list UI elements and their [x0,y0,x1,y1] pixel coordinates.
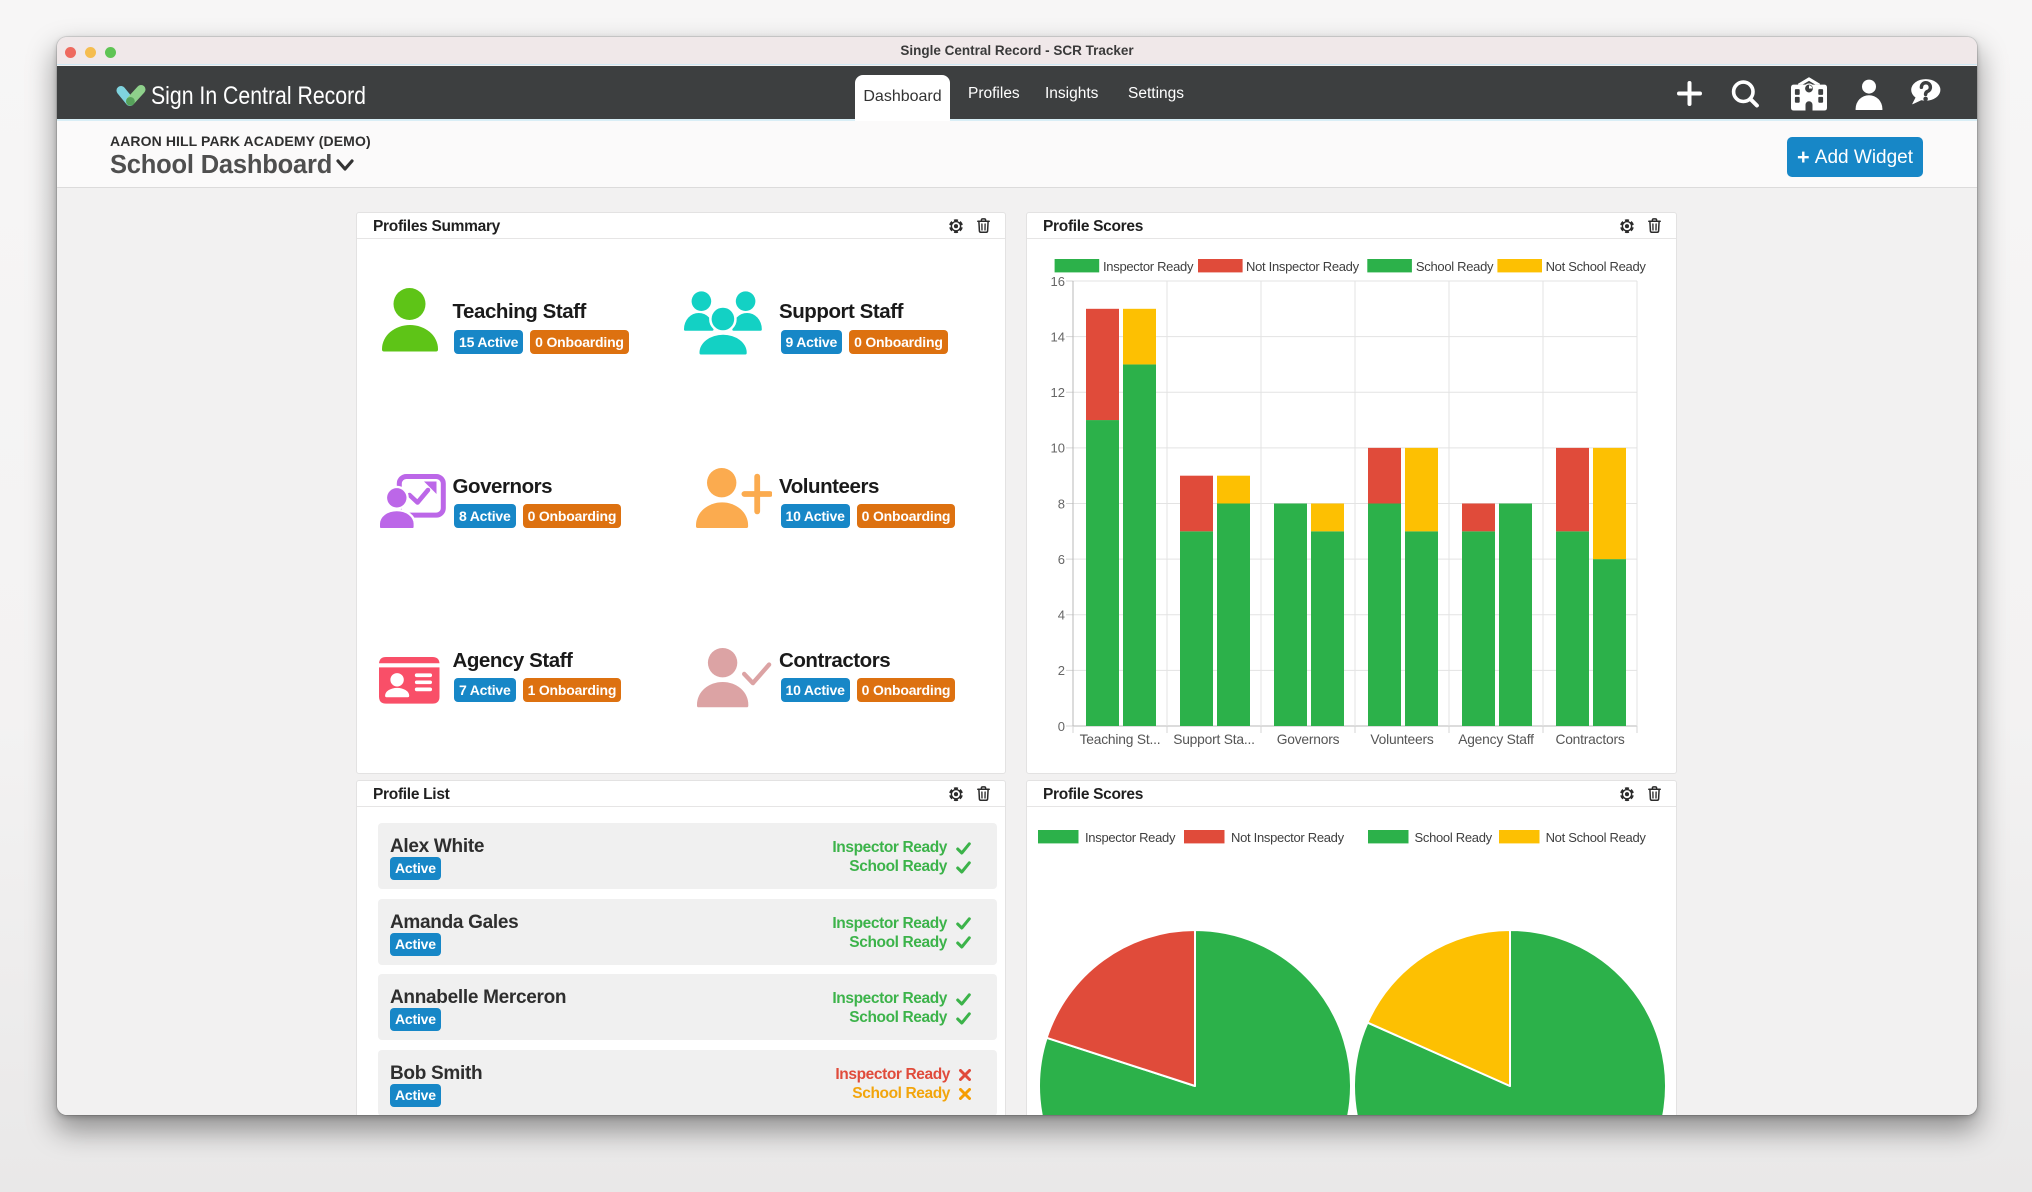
svg-text:Not School Ready: Not School Ready [1546,830,1647,845]
svg-text:10: 10 [1051,441,1065,456]
svg-text:Inspector Ready: Inspector Ready [1085,830,1176,845]
svg-text:Not Inspector Ready: Not Inspector Ready [1231,830,1345,845]
svg-text:0: 0 [1058,719,1065,734]
svg-text:Not Inspector Ready: Not Inspector Ready [1246,259,1360,274]
svg-text:Contractors: Contractors [1555,732,1624,747]
svg-text:Inspector Ready: Inspector Ready [1103,259,1194,274]
svg-text:16: 16 [1051,274,1065,289]
svg-text:Support Sta...: Support Sta... [1173,732,1255,747]
svg-text:School Ready: School Ready [1415,830,1493,845]
svg-text:Not School Ready: Not School Ready [1546,259,1647,274]
svg-text:8: 8 [1058,496,1065,511]
svg-text:2: 2 [1058,663,1065,678]
svg-text:Volunteers: Volunteers [1370,732,1433,747]
svg-text:14: 14 [1051,329,1065,344]
svg-text:6: 6 [1058,552,1065,567]
svg-text:Governors: Governors [1277,732,1340,747]
svg-text:12: 12 [1051,385,1065,400]
svg-text:Agency Staff: Agency Staff [1458,732,1534,747]
svg-text:School Ready: School Ready [1416,259,1494,274]
svg-text:4: 4 [1058,608,1065,623]
svg-text:Teaching St...: Teaching St... [1080,732,1161,747]
